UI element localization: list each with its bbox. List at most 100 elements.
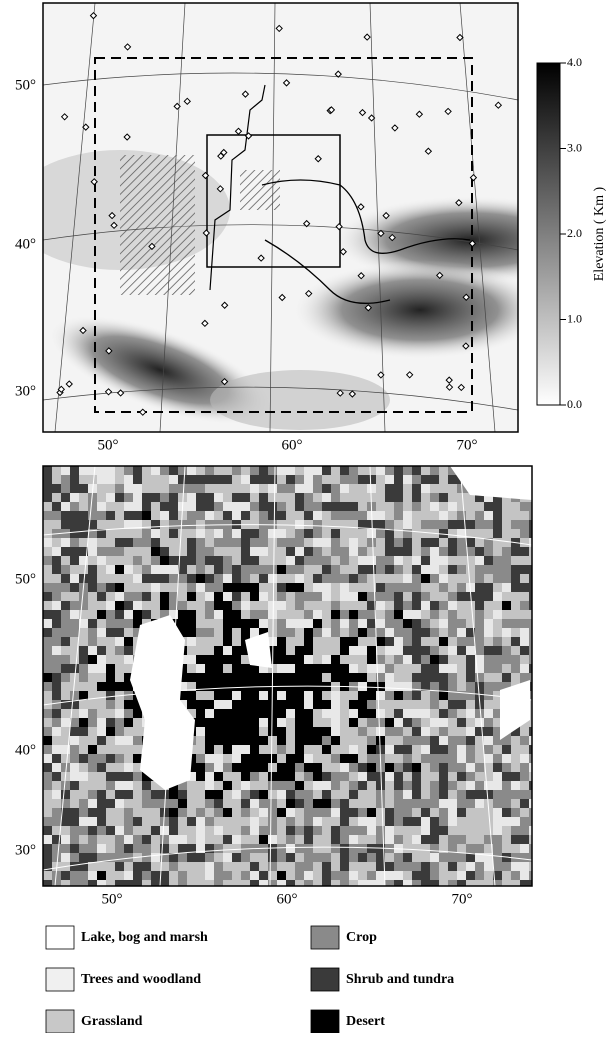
landcover-cell <box>340 484 349 493</box>
landcover-cell <box>151 799 160 808</box>
landcover-cell <box>214 871 223 880</box>
landcover-cell <box>439 547 448 556</box>
landcover-cell <box>223 664 232 673</box>
landcover-cell <box>115 682 124 691</box>
landcover-cell <box>412 610 421 619</box>
landcover-cell <box>232 682 241 691</box>
landcover-cell <box>223 601 232 610</box>
landcover-cell <box>259 862 268 871</box>
landcover-cell <box>277 628 286 637</box>
landcover-cell <box>403 700 412 709</box>
landcover-cell <box>160 502 169 511</box>
landcover-cell <box>421 835 430 844</box>
landcover-cell <box>340 610 349 619</box>
landcover-cell <box>304 736 313 745</box>
landcover-cell <box>358 592 367 601</box>
landcover-cell <box>97 718 106 727</box>
landcover-cell <box>376 475 385 484</box>
landcover-cell <box>529 745 538 754</box>
landcover-cell <box>142 502 151 511</box>
landcover-cell <box>61 583 70 592</box>
landcover-cell <box>88 853 97 862</box>
landcover-cell <box>223 772 232 781</box>
landcover-cell <box>349 493 358 502</box>
landcover-cell <box>232 808 241 817</box>
landcover-cell <box>43 637 52 646</box>
landcover-cell <box>313 853 322 862</box>
landcover-cell <box>394 583 403 592</box>
landcover-cell <box>493 646 502 655</box>
landcover-cell <box>241 817 250 826</box>
landcover-cell <box>493 601 502 610</box>
landcover-cell <box>133 511 142 520</box>
landcover-cell <box>403 817 412 826</box>
landcover-cell <box>349 790 358 799</box>
landcover-cell <box>241 718 250 727</box>
landcover-cell <box>223 709 232 718</box>
landcover-cell <box>403 736 412 745</box>
landcover-cell <box>277 880 286 889</box>
landcover-cell <box>160 790 169 799</box>
landcover-cell <box>403 520 412 529</box>
landcover-cell <box>313 754 322 763</box>
landcover-cell <box>457 574 466 583</box>
landcover-cell <box>448 610 457 619</box>
landcover-cell <box>520 565 529 574</box>
landcover-cell <box>97 700 106 709</box>
landcover-cell <box>376 511 385 520</box>
landcover-cell <box>133 574 142 583</box>
landcover-cell <box>142 862 151 871</box>
landcover-cell <box>88 817 97 826</box>
landcover-cell <box>493 592 502 601</box>
landcover-cell <box>277 700 286 709</box>
landcover-cell <box>502 790 511 799</box>
landcover-cell <box>340 826 349 835</box>
landcover-cell <box>268 781 277 790</box>
landcover-cell <box>169 520 178 529</box>
landcover-cell <box>322 736 331 745</box>
landcover-cell <box>304 835 313 844</box>
landcover-cell <box>43 601 52 610</box>
landcover-cell <box>205 808 214 817</box>
landcover-cell <box>160 466 169 475</box>
landcover-cell <box>448 835 457 844</box>
landcover-cell <box>376 484 385 493</box>
landcover-cell <box>52 601 61 610</box>
landcover-cell <box>421 817 430 826</box>
landcover-cell <box>340 736 349 745</box>
landcover-cell <box>214 502 223 511</box>
landcover-cell <box>502 772 511 781</box>
landcover-cell <box>421 574 430 583</box>
landcover-cell <box>439 718 448 727</box>
landcover-cell <box>286 718 295 727</box>
landcover-cell <box>277 466 286 475</box>
landcover-cell <box>385 484 394 493</box>
landcover-cell <box>457 610 466 619</box>
landcover-cell <box>502 556 511 565</box>
landcover-cell <box>430 772 439 781</box>
landcover-cell <box>394 682 403 691</box>
landcover-cell <box>313 673 322 682</box>
landcover-cell <box>322 520 331 529</box>
landcover-cell <box>106 709 115 718</box>
landcover-cell <box>484 682 493 691</box>
landcover-cell <box>97 745 106 754</box>
landcover-cell <box>250 880 259 889</box>
landcover-cell <box>313 691 322 700</box>
landcover-cell <box>232 619 241 628</box>
landcover-cell <box>340 574 349 583</box>
landcover-cell <box>61 619 70 628</box>
landcover-cell <box>214 583 223 592</box>
landcover-cell <box>349 655 358 664</box>
landcover-cell <box>70 691 79 700</box>
landcover-cell <box>466 718 475 727</box>
landcover-cell <box>232 547 241 556</box>
landcover-cell <box>295 808 304 817</box>
landcover-cell <box>205 655 214 664</box>
landcover-cell <box>367 682 376 691</box>
landcover-cell <box>403 511 412 520</box>
landcover-cell <box>421 709 430 718</box>
landcover-cell <box>439 790 448 799</box>
landcover-cell <box>403 862 412 871</box>
landcover-cell <box>430 574 439 583</box>
